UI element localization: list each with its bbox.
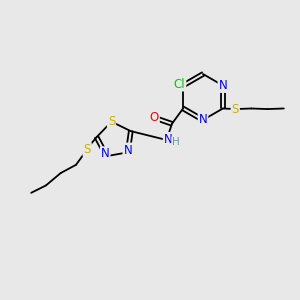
Text: N: N [199,113,207,127]
Text: O: O [150,111,159,124]
Text: Cl: Cl [174,77,185,91]
Text: N: N [164,133,172,146]
Text: S: S [232,103,239,116]
Text: N: N [218,79,227,92]
Text: N: N [101,147,110,160]
Text: S: S [83,143,91,156]
Text: N: N [123,143,132,157]
Text: S: S [108,115,115,128]
Text: H: H [172,137,180,147]
